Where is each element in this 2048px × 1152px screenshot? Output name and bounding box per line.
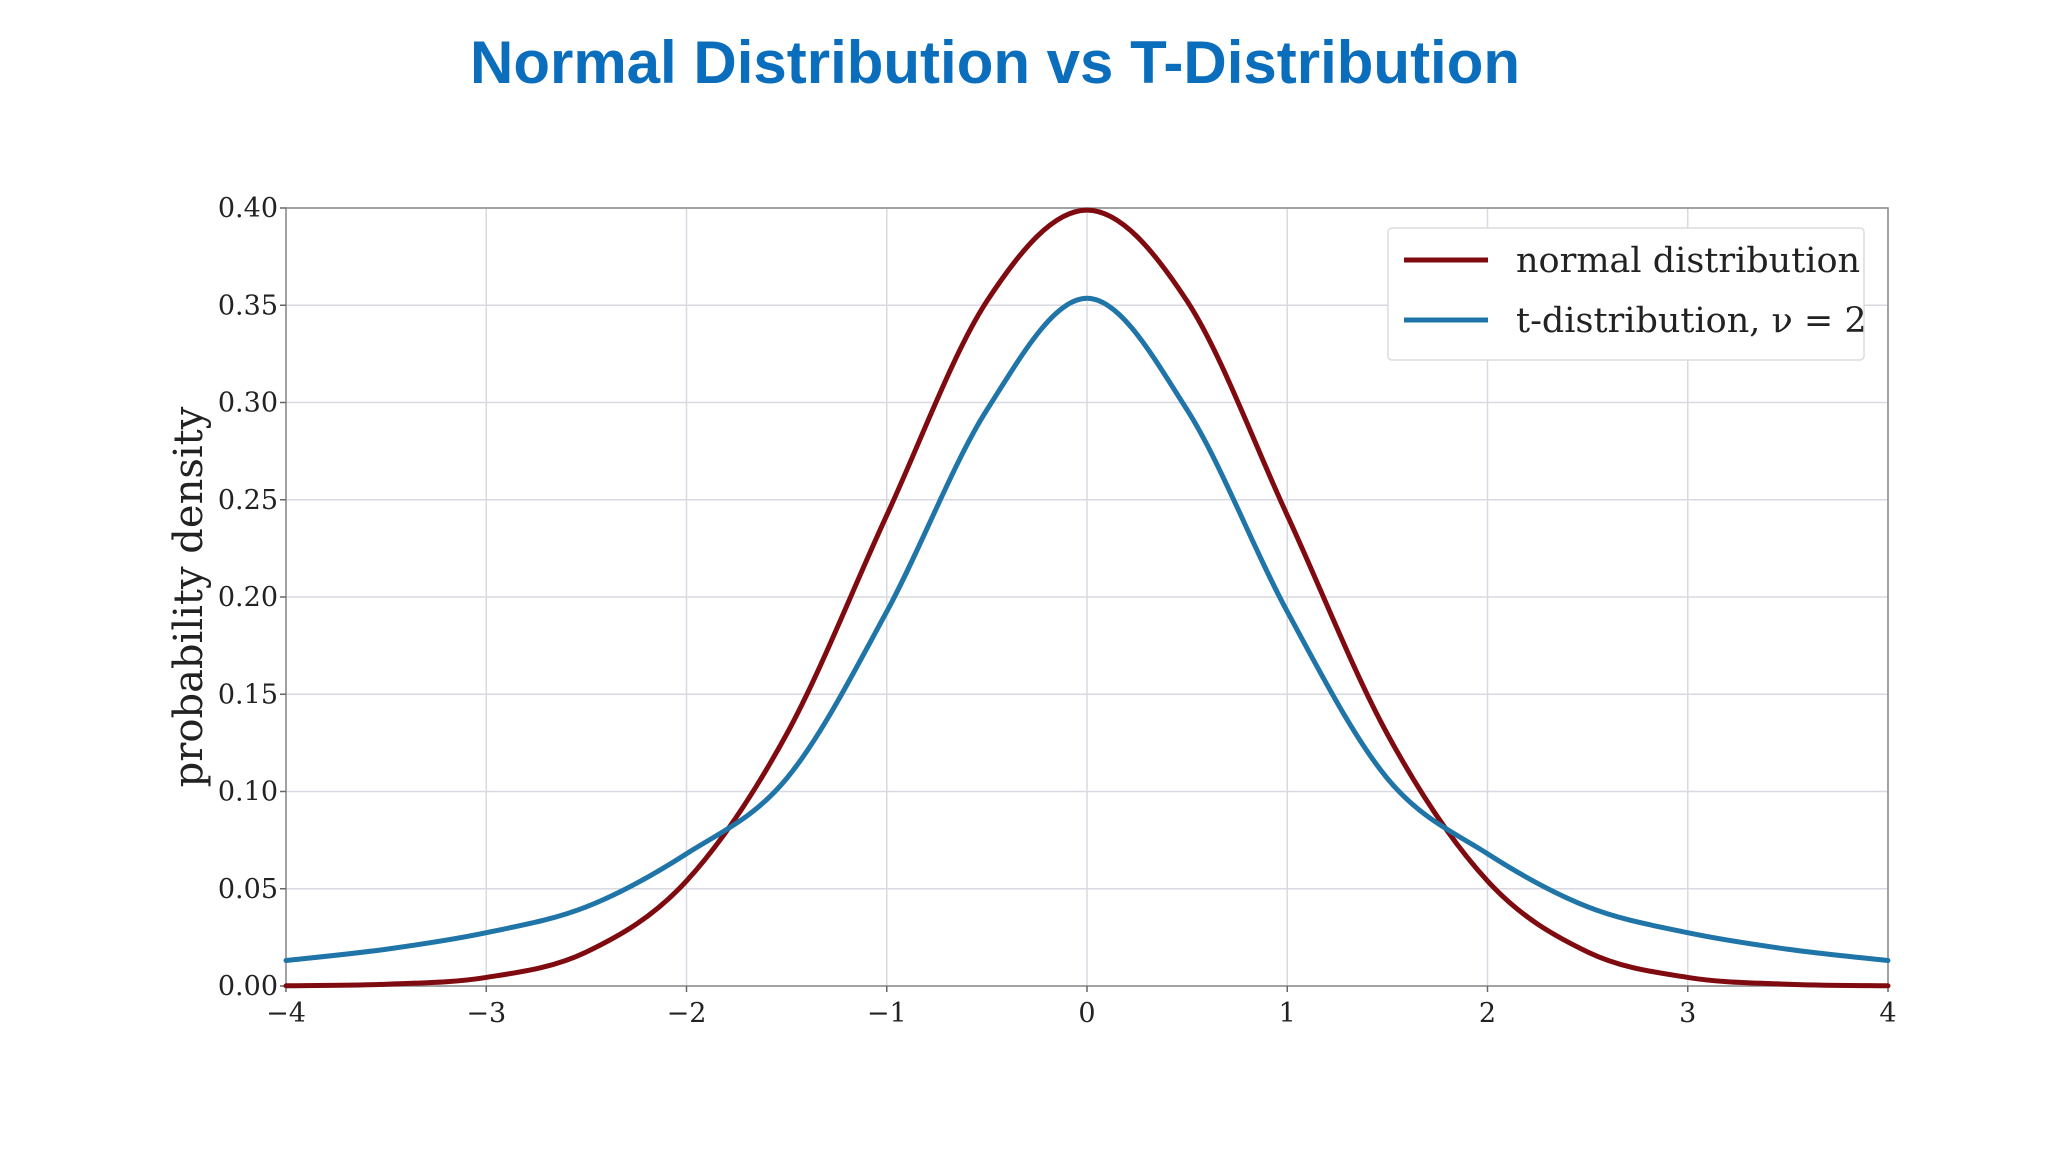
- x-tick-label: −4: [266, 998, 306, 1029]
- y-tick-label: 0.15: [218, 679, 278, 710]
- slide-title: Normal Distribution vs T-Distribution: [469, 29, 1521, 96]
- y-tick-label: 0.20: [218, 582, 278, 613]
- y-tick-label: 0.40: [218, 193, 278, 224]
- series-line-normal: [283, 207, 1891, 989]
- legend-box: [1387, 227, 1865, 361]
- y-axis-label: probability density: [166, 406, 212, 787]
- y-tick-label: 0.00: [218, 971, 278, 1002]
- legend-label: normal distribution: [1516, 241, 1860, 281]
- x-tick-label: 0: [1078, 998, 1095, 1029]
- series-line-t-distribution: [283, 295, 1891, 964]
- y-tick-label: 0.35: [218, 290, 278, 321]
- y-tick-label: 0.30: [218, 388, 278, 419]
- legend-label: t-distribution, ν = 2: [1516, 301, 1867, 341]
- y-tick-label: 0.10: [218, 777, 278, 808]
- y-tick-label: 0.05: [218, 874, 278, 905]
- x-tick-label: 3: [1679, 998, 1696, 1029]
- chart-legend: normal distribution t-distribution, ν = 2: [1387, 227, 1867, 361]
- x-tick-label: −3: [466, 998, 506, 1029]
- series-layer: [283, 207, 1891, 989]
- x-tick-label: −2: [667, 998, 707, 1029]
- y-tick-label: 0.25: [218, 485, 278, 516]
- x-tick-label: 1: [1279, 998, 1296, 1029]
- x-tick-label: 4: [1879, 998, 1896, 1029]
- x-tick-label: 2: [1479, 998, 1496, 1029]
- x-tick-label: −1: [867, 998, 907, 1029]
